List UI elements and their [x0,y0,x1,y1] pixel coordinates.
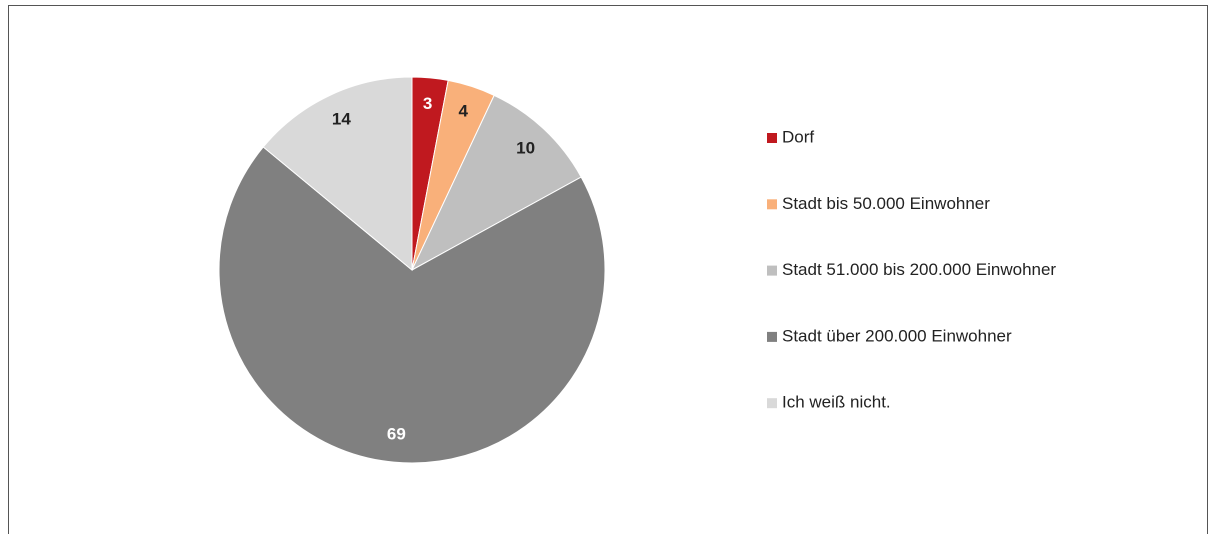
legend-label: Stadt über 200.000 Einwohner [782,326,1012,345]
legend-swatch [767,265,777,276]
pie-slice [262,76,413,272]
frame [8,5,1208,534]
legend-label: Dorf [782,127,814,146]
legend-swatch [767,331,777,342]
data-label: 14 [332,109,351,128]
pie-slice [218,146,606,464]
legend-label: Stadt bis 50.000 Einwohner [782,194,990,213]
legend-swatch [767,398,777,409]
legend-label: Ich weiß nicht. [782,393,891,412]
legend-label: Stadt 51.000 bis 200.000 Einwohner [782,260,1056,279]
legend-swatch [767,199,777,210]
pie-slice [410,94,582,272]
data-label: 3 [423,94,432,113]
data-label: 10 [516,138,535,157]
legend-swatch [767,133,777,143]
data-label: 69 [387,425,406,444]
data-label: 4 [459,102,469,121]
